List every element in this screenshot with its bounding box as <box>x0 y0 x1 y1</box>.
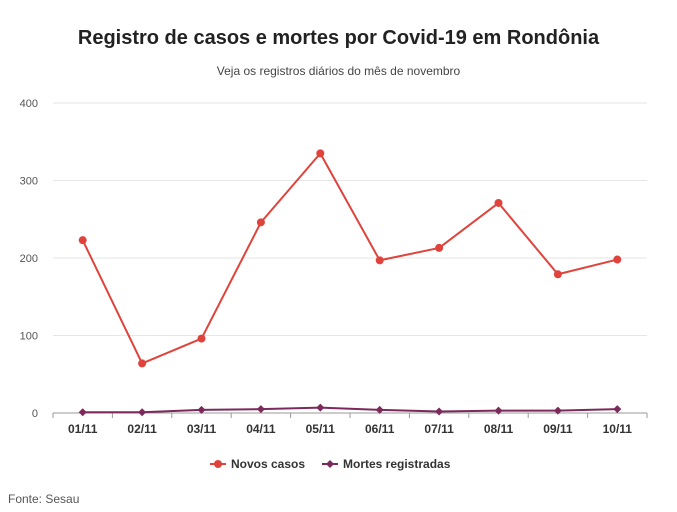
x-tick-label: 09/11 <box>543 422 573 436</box>
data-point[interactable] <box>375 405 384 414</box>
chart-subtitle: Veja os registros diários do mês de nove… <box>216 64 461 78</box>
source-note: Fonte: Sesau <box>8 492 80 506</box>
legend-marker <box>214 460 222 468</box>
data-point[interactable] <box>256 218 265 227</box>
chart-title: Registro de casos e mortes por Covid-19 … <box>77 27 600 49</box>
y-tick-label: 200 <box>20 253 38 265</box>
data-point[interactable] <box>613 255 622 264</box>
data-point[interactable] <box>553 270 562 279</box>
x-tick-label: 06/11 <box>365 422 395 436</box>
series-line <box>81 152 618 365</box>
y-tick-label: 400 <box>20 98 38 110</box>
x-tick-label: 07/11 <box>424 422 454 436</box>
data-point[interactable] <box>494 406 503 415</box>
x-tick-label: 02/11 <box>127 422 157 436</box>
data-point[interactable] <box>256 405 265 414</box>
x-tick-label: 01/11 <box>68 422 98 436</box>
data-point[interactable] <box>494 198 503 207</box>
legend-marker <box>326 460 334 468</box>
legend-label: Mortes registradas <box>343 457 451 471</box>
data-point[interactable] <box>316 149 325 158</box>
data-point[interactable] <box>375 256 384 265</box>
series-group <box>78 149 622 417</box>
legend-item[interactable]: Mortes registradas <box>322 457 451 471</box>
data-point[interactable] <box>553 406 562 415</box>
y-tick-label: 100 <box>20 331 38 343</box>
data-point[interactable] <box>78 236 87 245</box>
data-point[interactable] <box>435 243 444 252</box>
legend[interactable]: Novos casos Mortes registradas <box>210 457 451 471</box>
grid <box>53 102 647 336</box>
y-tick-label: 300 <box>20 176 38 188</box>
data-point[interactable] <box>316 403 325 412</box>
x-tick-label: 05/11 <box>306 422 336 436</box>
data-point[interactable] <box>138 408 147 417</box>
y-axis: 0 100 200 300 400 <box>20 98 38 420</box>
data-point[interactable] <box>435 407 444 416</box>
series-mortes-registradas <box>78 403 622 417</box>
x-tick-label: 08/11 <box>484 422 514 436</box>
series-novos-casos <box>78 149 622 368</box>
data-point[interactable] <box>197 334 206 343</box>
series-line <box>82 406 618 414</box>
data-point[interactable] <box>78 408 87 417</box>
y-tick-label: 0 <box>32 408 38 420</box>
x-tick-label: 04/11 <box>246 422 276 436</box>
data-point[interactable] <box>197 405 206 414</box>
legend-item[interactable]: Novos casos <box>210 457 305 471</box>
data-point[interactable] <box>138 359 147 368</box>
x-tick-label: 10/11 <box>603 422 633 436</box>
x-axis: 01/11 02/11 03/11 04/11 05/11 06/11 07/11 08/11… <box>52 412 648 436</box>
data-point[interactable] <box>613 405 622 414</box>
legend-label: Novos casos <box>231 457 305 471</box>
x-tick-label: 03/11 <box>187 422 217 436</box>
